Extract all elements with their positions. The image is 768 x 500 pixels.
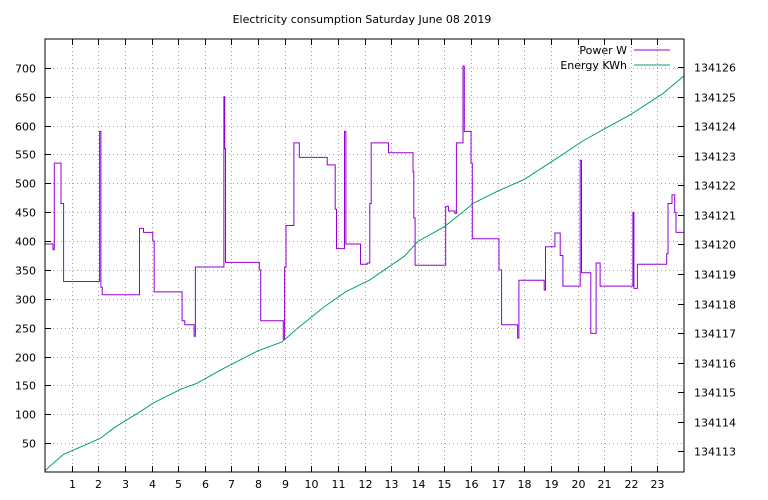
x-tick-label: 4 <box>149 478 156 491</box>
series-layer <box>44 65 685 471</box>
x-tick-label: 23 <box>651 478 665 491</box>
x-tick-label: 11 <box>332 478 346 491</box>
axes: 1 2 3 4 5 6 7 8 9 10 11 12 13 14 15 16 17 18 19 20 21 22 23501… <box>15 39 736 491</box>
x-tick-label: 7 <box>228 478 235 491</box>
y-tick-label: 250 <box>15 323 36 336</box>
x-tick-label: 21 <box>598 478 612 491</box>
y2-tick-label: 134120 <box>694 239 736 252</box>
x-tick-label: 8 <box>255 478 262 491</box>
x-tick-label: 20 <box>572 478 586 491</box>
x-tick-label: 3 <box>122 478 129 491</box>
x-tick-label: 9 <box>282 478 289 491</box>
y-tick-label: 700 <box>15 63 36 76</box>
y2-tick-label: 134116 <box>694 358 736 371</box>
legend-label-energy-kwh: Energy KWh <box>560 59 627 72</box>
x-tick-label: 10 <box>305 478 319 491</box>
x-tick-label: 17 <box>492 478 506 491</box>
y-tick-label: 50 <box>22 438 36 451</box>
chart-title: Electricity consumption Saturday June 08… <box>233 13 492 26</box>
x-tick-label: 15 <box>438 478 452 491</box>
y-tick-label: 450 <box>15 207 36 220</box>
x-tick-label: 14 <box>412 478 426 491</box>
x-tick-label: 16 <box>465 478 479 491</box>
y2-tick-label: 134114 <box>694 417 736 430</box>
y2-tick-label: 134113 <box>694 446 736 459</box>
y2-tick-label: 134123 <box>694 151 736 164</box>
y-tick-label: 150 <box>15 380 36 393</box>
y-tick-label: 600 <box>15 121 36 134</box>
y-tick-label: 400 <box>15 236 36 249</box>
y2-tick-label: 134124 <box>694 121 736 134</box>
x-tick-label: 13 <box>385 478 399 491</box>
y-tick-label: 650 <box>15 92 36 105</box>
y2-tick-label: 134126 <box>694 62 736 75</box>
y2-tick-label: 134117 <box>694 328 736 341</box>
x-tick-label: 6 <box>202 478 209 491</box>
y2-tick-label: 134119 <box>694 269 736 282</box>
plot-frame <box>44 38 685 473</box>
y2-tick-label: 134122 <box>694 180 736 193</box>
series-line-power-w <box>45 65 684 340</box>
y-tick-label: 500 <box>15 178 36 191</box>
x-tick-label: 2 <box>95 478 102 491</box>
grid <box>45 39 684 472</box>
x-tick-label: 1 <box>69 478 76 491</box>
x-tick-label: 22 <box>625 478 639 491</box>
series-line-energy-kwh <box>44 75 685 471</box>
x-tick-label: 19 <box>545 478 559 491</box>
y2-tick-label: 134125 <box>694 92 736 105</box>
x-tick-label: 5 <box>175 478 182 491</box>
legend-label-power-w: Power W <box>579 44 627 57</box>
y-tick-label: 100 <box>15 409 36 422</box>
y2-tick-label: 134115 <box>694 387 736 400</box>
x-tick-label: 12 <box>359 478 373 491</box>
legend: Power W Energy KWh <box>560 44 670 72</box>
y-tick-label: 300 <box>15 294 36 307</box>
y2-tick-label: 134121 <box>694 210 736 223</box>
x-tick-label: 18 <box>518 478 532 491</box>
y-tick-label: 200 <box>15 352 36 365</box>
y2-tick-label: 134118 <box>694 299 736 312</box>
y-tick-label: 350 <box>15 265 36 278</box>
y-tick-label: 550 <box>15 149 36 162</box>
